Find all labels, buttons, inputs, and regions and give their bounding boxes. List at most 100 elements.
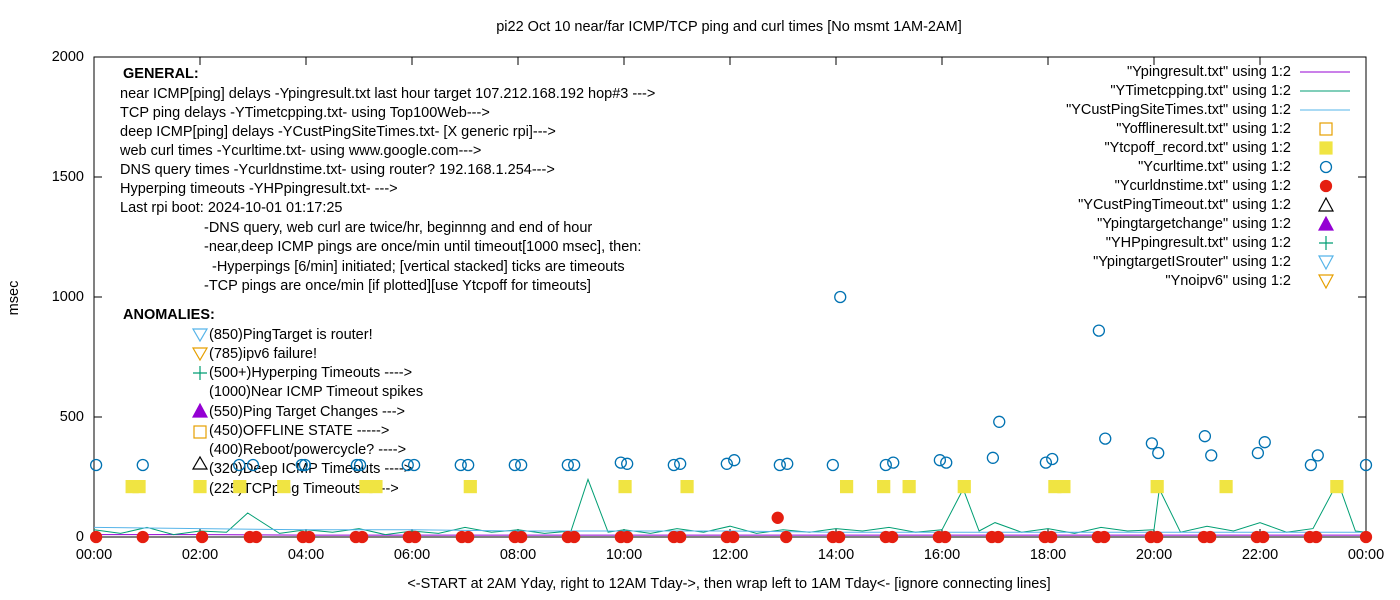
annotation: TCP ping delays -YTimetcpping.txt- using… [120, 105, 490, 121]
point [940, 456, 953, 469]
legend-label: "YTimetcpping.txt" using 1:2 [1110, 83, 1291, 99]
x-tick-label: 22:00 [1242, 547, 1278, 563]
legend-label: "Yofflineresult.txt" using 1:2 [1116, 121, 1291, 137]
point [463, 480, 477, 494]
icon [191, 455, 209, 470]
legend-symbol [1319, 122, 1333, 136]
point [1330, 480, 1344, 494]
annotation: (320)Deep ICMP Timeouts ----> [209, 461, 412, 477]
legend-label: "Ycurldnstime.txt" using 1:2 [1115, 178, 1291, 194]
x-tick-label: 12:00 [712, 547, 748, 563]
point [515, 530, 528, 544]
point [773, 458, 786, 472]
legend-label: "Ytcpoff_record.txt" using 1:2 [1104, 140, 1291, 156]
annotation: DNS query times -Ycurldnstime.txt- using… [120, 162, 555, 178]
annotation: near ICMP[ping] delays -Ypingresult.txt … [120, 86, 655, 102]
annotation: -near,deep ICMP pings are once/min until… [204, 239, 641, 255]
annotation: (225)TCPping Timeouts -----> [209, 481, 399, 497]
point [933, 454, 947, 467]
point [132, 480, 146, 494]
point [826, 458, 839, 472]
point [295, 458, 308, 472]
point [1310, 530, 1323, 544]
annotation: -Hyperpings [6/min] initiated; [vertical… [212, 259, 625, 275]
legend-label: "Ypingtargetchange" using 1:2 [1097, 216, 1291, 232]
point [1046, 452, 1059, 466]
point [833, 530, 846, 544]
point [939, 530, 952, 544]
point [136, 458, 149, 472]
x-tick-label: 00:00 [1348, 547, 1384, 563]
point [1039, 456, 1053, 469]
annotation: -TCP pings are once/min [if plotted][use… [204, 278, 591, 294]
legend-label: "YHPpingresult.txt" using 1:2 [1106, 235, 1291, 251]
annotation: GENERAL: [123, 66, 199, 82]
point [568, 458, 581, 472]
annotation: deep ICMP[ping] delays -YCustPingSiteTim… [120, 124, 556, 140]
point [1151, 530, 1164, 544]
point [887, 456, 900, 469]
point [1092, 324, 1106, 337]
point [1311, 449, 1324, 462]
icon [191, 328, 209, 343]
annotation-icons [191, 328, 209, 470]
x-tick-label: 14:00 [818, 547, 854, 563]
point [986, 451, 1000, 464]
point [407, 458, 421, 472]
point [614, 456, 627, 469]
point [353, 458, 367, 472]
point [1045, 530, 1058, 544]
point [1098, 530, 1111, 544]
point [136, 530, 149, 544]
x-tick-label: 16:00 [924, 547, 960, 563]
legend-symbol [1317, 274, 1335, 290]
point [233, 458, 246, 472]
point [89, 458, 103, 472]
x-tick-label: 10:00 [606, 547, 642, 563]
point [193, 480, 207, 494]
point [246, 458, 260, 472]
y-tick-label: 1500 [52, 169, 84, 185]
point [957, 480, 971, 494]
point [401, 458, 414, 472]
annotation: (450)OFFLINE STATE -----> [209, 423, 389, 439]
legend-label: "YCustPingSiteTimes.txt" using 1:2 [1066, 102, 1291, 118]
point [834, 290, 847, 304]
legend-symbol [1317, 215, 1335, 231]
legend-label: "Ypingresult.txt" using 1:2 [1127, 64, 1291, 80]
series-line [93, 477, 1367, 536]
point [277, 480, 291, 494]
point [667, 458, 680, 472]
legend-symbol [1319, 179, 1333, 193]
point [728, 454, 741, 467]
legend-label: "Ynoipv6" using 1:2 [1165, 273, 1291, 289]
point [781, 457, 794, 470]
point [1057, 480, 1071, 494]
chart-title: pi22 Oct 10 near/far ICMP/TCP ping and c… [496, 19, 962, 35]
icon [191, 347, 209, 362]
point [993, 415, 1006, 428]
legend-symbol [1319, 236, 1333, 250]
x-tick-label: 00:00 [76, 547, 112, 563]
y-tick-label: 1000 [52, 289, 84, 305]
point [1251, 446, 1265, 460]
point [1304, 458, 1318, 472]
x-tick-label: 04:00 [288, 547, 324, 563]
point [1198, 430, 1212, 443]
x-tick-label: 20:00 [1136, 547, 1172, 563]
legend-label: "Ycurltime.txt" using 1:2 [1138, 159, 1291, 175]
legend-symbol [1319, 160, 1333, 174]
legend-symbol [1319, 141, 1333, 155]
point [369, 480, 383, 494]
legend-symbol [1317, 255, 1335, 271]
point [680, 480, 694, 494]
point [515, 458, 528, 472]
point [568, 530, 581, 544]
icon [193, 425, 207, 439]
annotation: (500+)Hyperping Timeouts ----> [209, 365, 412, 381]
annotation: (400)Reboot/powercycle? ----> [209, 442, 406, 458]
point [1219, 480, 1233, 494]
point [508, 458, 521, 472]
point [720, 457, 733, 470]
